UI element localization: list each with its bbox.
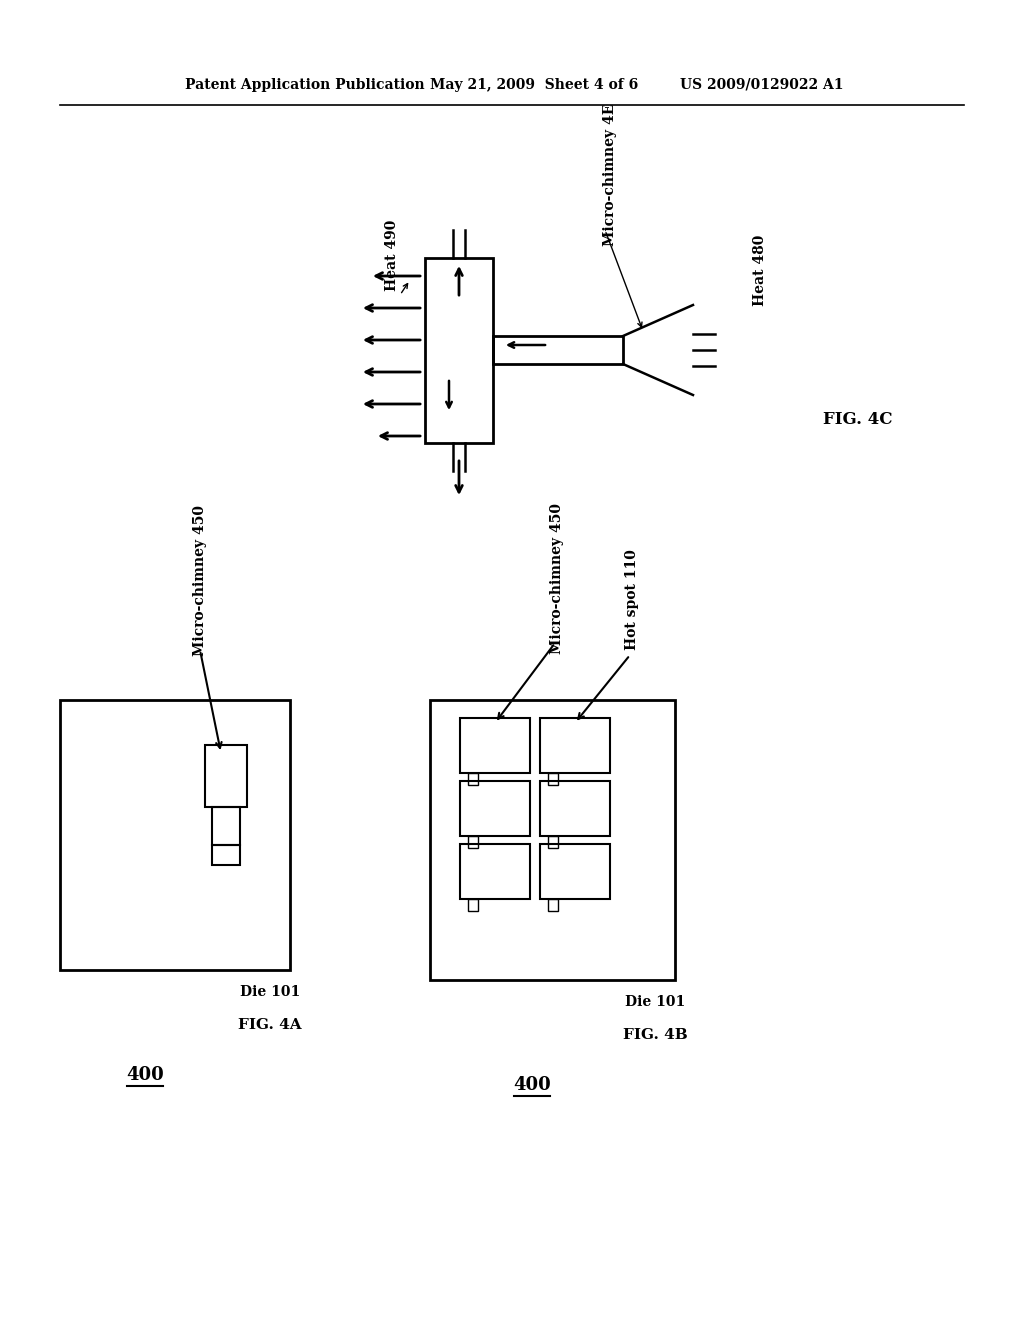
- Text: FIG. 4C: FIG. 4C: [823, 412, 893, 429]
- Text: 400: 400: [513, 1076, 551, 1094]
- Bar: [540, 781, 610, 836]
- Text: US 2009/0129022 A1: US 2009/0129022 A1: [680, 78, 844, 92]
- Text: Heat 490: Heat 490: [385, 219, 399, 290]
- Bar: [460, 843, 530, 899]
- Bar: [468, 836, 478, 847]
- Bar: [460, 781, 530, 836]
- Text: Micro-chimney 450: Micro-chimney 450: [550, 503, 564, 653]
- Text: FIG. 4A: FIG. 4A: [239, 1018, 302, 1032]
- Bar: [430, 700, 675, 979]
- Bar: [205, 744, 247, 807]
- Bar: [548, 836, 558, 847]
- Text: Micro-chimney 450: Micro-chimney 450: [193, 504, 207, 656]
- Bar: [425, 257, 493, 444]
- Bar: [493, 337, 623, 364]
- Bar: [468, 899, 478, 911]
- Bar: [540, 843, 610, 899]
- Text: 400: 400: [126, 1067, 164, 1084]
- Text: Hot spot 110: Hot spot 110: [625, 549, 639, 651]
- Text: May 21, 2009  Sheet 4 of 6: May 21, 2009 Sheet 4 of 6: [430, 78, 638, 92]
- Bar: [212, 807, 240, 845]
- Bar: [548, 899, 558, 911]
- Text: FIG. 4B: FIG. 4B: [623, 1028, 687, 1041]
- Bar: [548, 774, 558, 785]
- Text: Die 101: Die 101: [625, 995, 685, 1008]
- Text: Heat 480: Heat 480: [753, 235, 767, 306]
- Bar: [468, 774, 478, 785]
- Bar: [212, 845, 240, 865]
- Text: Micro-chimney 4E: Micro-chimney 4E: [603, 104, 617, 247]
- Bar: [540, 718, 610, 774]
- Bar: [60, 700, 290, 970]
- Text: Die 101: Die 101: [240, 985, 300, 999]
- Text: Patent Application Publication: Patent Application Publication: [185, 78, 425, 92]
- Bar: [460, 718, 530, 774]
